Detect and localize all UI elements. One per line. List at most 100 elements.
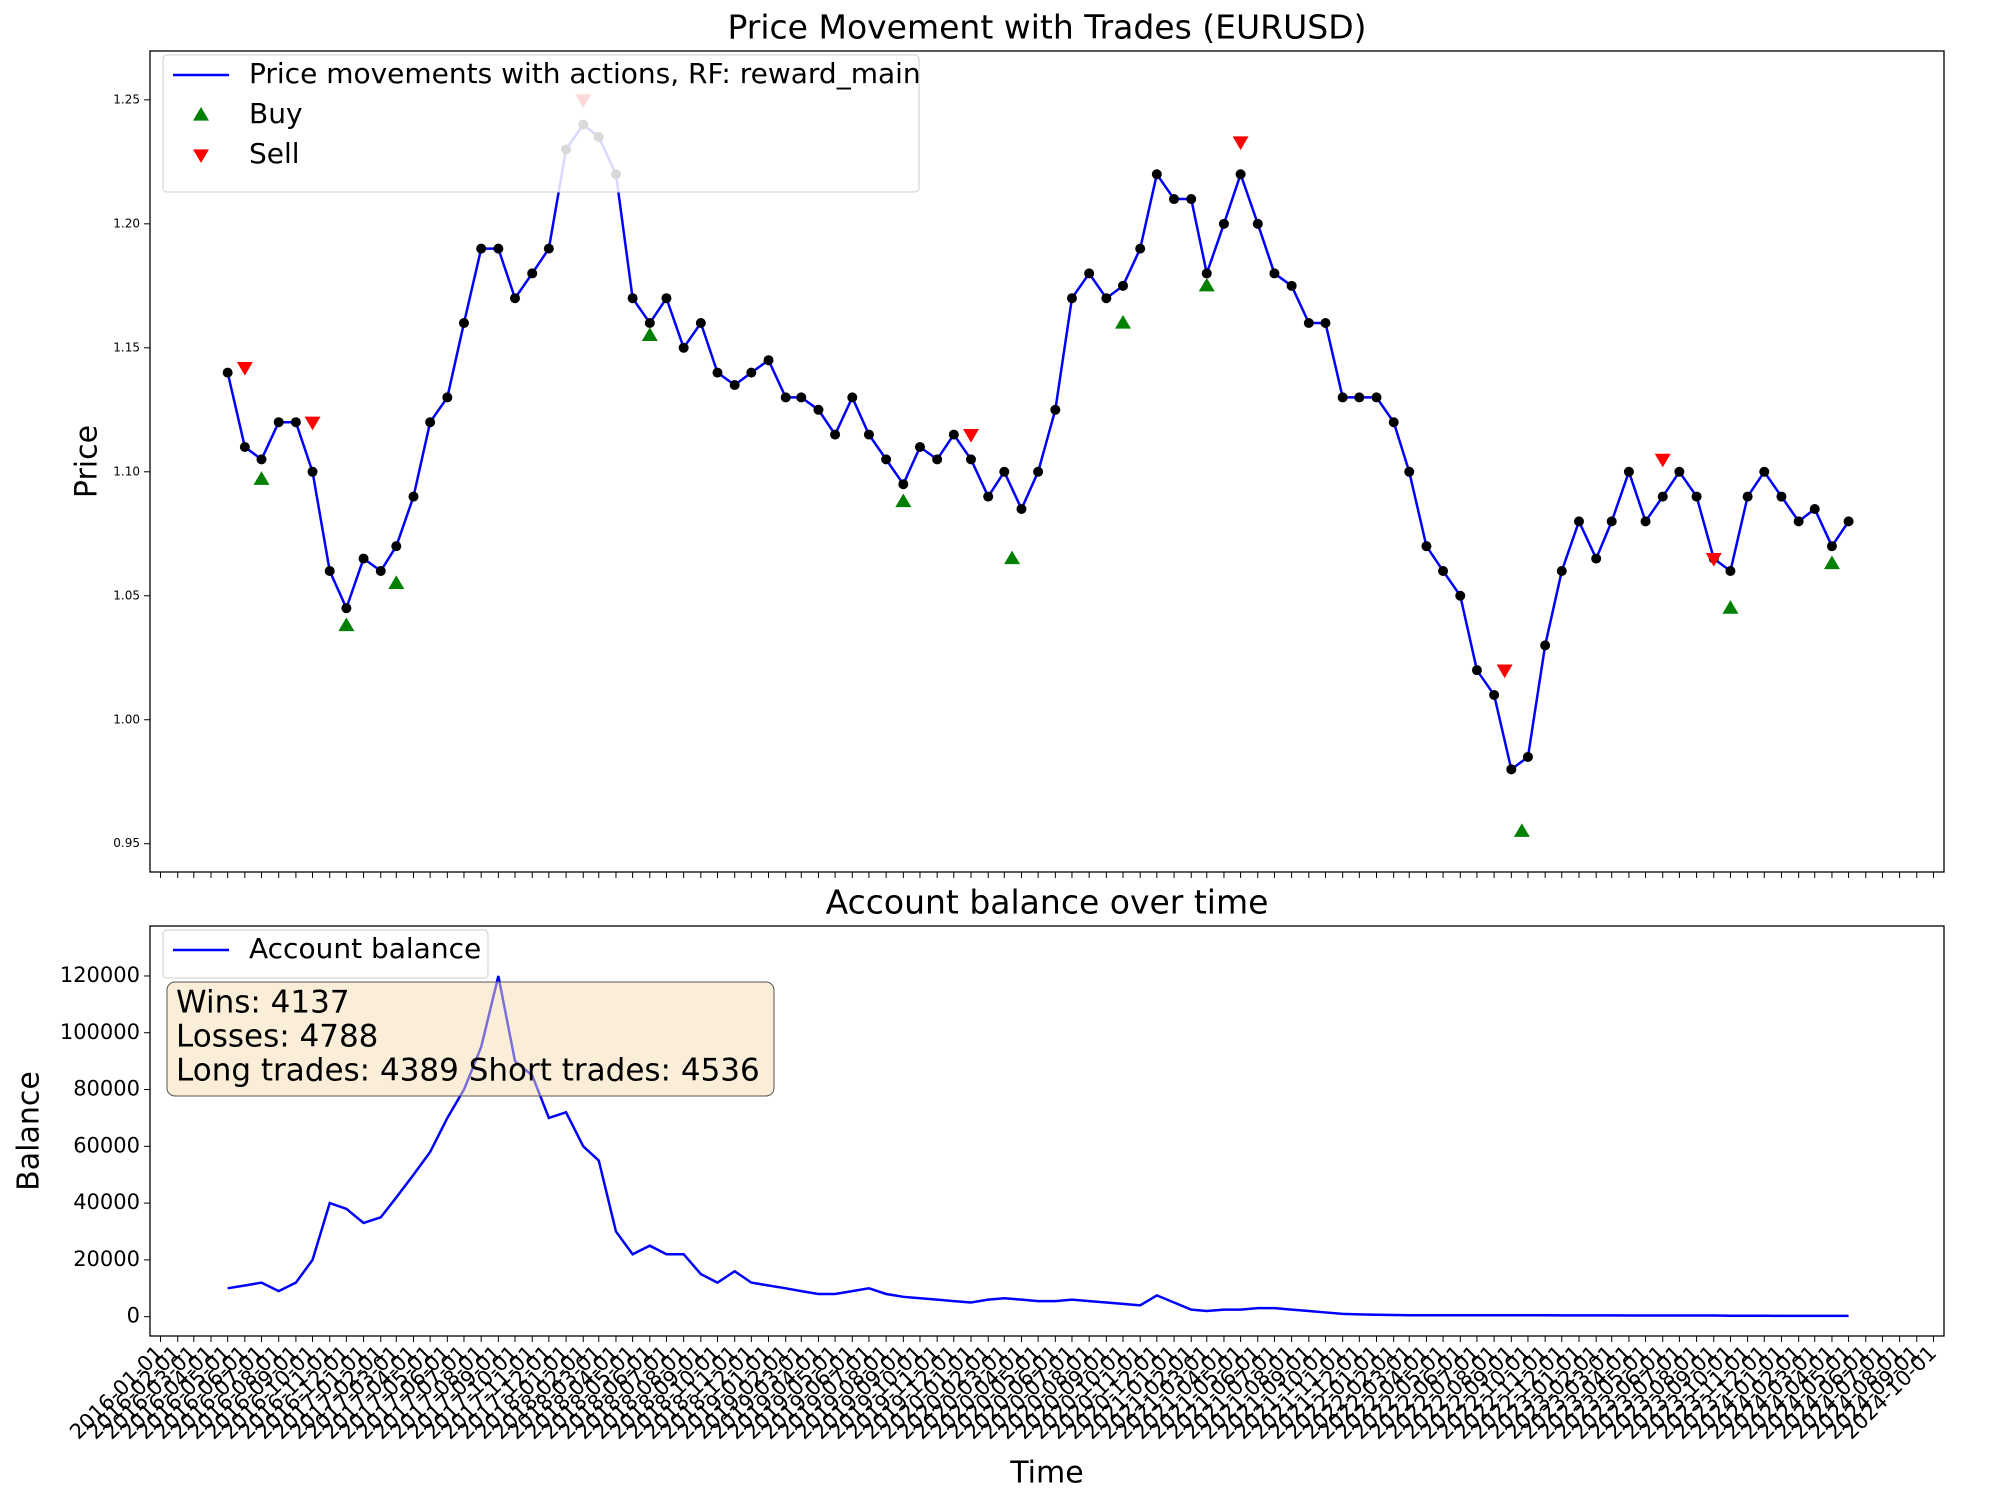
price-point [1793, 516, 1804, 527]
y-tick-label: 0.95 [113, 836, 140, 850]
price-point [1540, 640, 1551, 651]
annotation-text: Wins: 4137 [176, 985, 350, 1021]
price-point [1101, 293, 1112, 304]
legend-box [162, 54, 920, 193]
price-point [881, 454, 892, 465]
price-point [1421, 541, 1432, 552]
y-tick-label: 0 [127, 1304, 140, 1328]
price-point [1135, 243, 1146, 254]
price-point [1084, 268, 1095, 279]
price-point [1522, 751, 1533, 762]
price-point [476, 243, 487, 254]
price-point [543, 243, 554, 254]
legend-label: Price movements with actions, RF: reward… [249, 57, 921, 90]
sell-marker [1654, 453, 1671, 468]
price-point [307, 466, 318, 477]
price-point [999, 466, 1010, 477]
price-point [1169, 194, 1180, 205]
y-tick-label: 40000 [73, 1190, 140, 1214]
sell-marker [1496, 664, 1513, 679]
price-point [932, 454, 943, 465]
buy-marker [338, 617, 355, 632]
price-point [948, 429, 959, 440]
price-point [1471, 665, 1482, 676]
price-point [729, 380, 740, 391]
price-point [1320, 318, 1331, 329]
price-point [1489, 689, 1500, 700]
price-point [1303, 318, 1314, 329]
price-point [256, 454, 267, 465]
price-point [1218, 218, 1229, 229]
price-point [1455, 590, 1466, 601]
price-point [1117, 280, 1128, 291]
x-axis-label: Time [1009, 1456, 1083, 1491]
price-point [847, 392, 858, 403]
annotation-box [166, 981, 775, 1097]
legend-label: Sell [249, 137, 300, 170]
legend-swatch [193, 107, 209, 121]
price-point [510, 293, 521, 304]
price-point [1776, 491, 1787, 502]
price-point [1674, 466, 1685, 477]
price-point [493, 243, 504, 254]
price-point [966, 454, 977, 465]
price-point [644, 318, 655, 329]
price-point [442, 392, 453, 403]
y-tick-label: 1.20 [113, 216, 140, 230]
price-point [1691, 491, 1702, 502]
sell-marker [1705, 552, 1722, 567]
price-point [273, 417, 284, 428]
price-point [1606, 516, 1617, 527]
price-point [290, 417, 301, 428]
legend-label: Account balance [249, 932, 481, 965]
price-point [1066, 293, 1077, 304]
y-axis-label: Balance [12, 1071, 47, 1191]
price-point [898, 479, 909, 490]
price-point [341, 603, 352, 614]
price-point [1235, 169, 1246, 180]
price-point [1657, 491, 1668, 502]
price-point [914, 441, 925, 452]
buy-marker [388, 575, 405, 589]
price-point [661, 293, 672, 304]
legend-box [162, 929, 489, 979]
price-point [983, 491, 994, 502]
price-point [1623, 466, 1634, 477]
price-point [1556, 565, 1567, 576]
price-point [830, 429, 841, 440]
price-point [527, 268, 538, 279]
buy-marker [1198, 277, 1215, 292]
price-point [1640, 516, 1651, 527]
legend-swatch [193, 149, 209, 163]
price-point [763, 355, 774, 366]
price-point [1286, 280, 1297, 291]
price-point [627, 293, 638, 304]
y-tick-label: 1.10 [113, 464, 140, 478]
price-point [1843, 516, 1854, 527]
price-point [695, 318, 706, 329]
price-point [1725, 565, 1736, 576]
buy-marker [1513, 823, 1530, 837]
price-point [813, 404, 824, 415]
y-tick-label: 80000 [73, 1077, 140, 1101]
chart-title: Price Movement with Trades (EURUSD) [727, 8, 1366, 47]
sell-marker [1232, 136, 1249, 151]
y-tick-label: 1.25 [113, 92, 140, 106]
price-point [1573, 516, 1584, 527]
price-point [391, 541, 402, 552]
price-point [1759, 466, 1770, 477]
price-point [1151, 169, 1162, 180]
price-point [1252, 218, 1263, 229]
y-tick-label: 1.15 [113, 340, 140, 354]
y-tick-label: 1.05 [113, 588, 140, 602]
price-point [1371, 392, 1382, 403]
price-point [1269, 268, 1280, 279]
price-point [1016, 503, 1027, 514]
sell-marker [963, 428, 980, 443]
y-tick-label: 60000 [73, 1133, 140, 1157]
price-point [1050, 404, 1061, 415]
price-point [1826, 541, 1837, 552]
price-point [1388, 417, 1399, 428]
y-tick-label: 120000 [60, 963, 140, 987]
y-tick-label: 20000 [73, 1247, 140, 1271]
